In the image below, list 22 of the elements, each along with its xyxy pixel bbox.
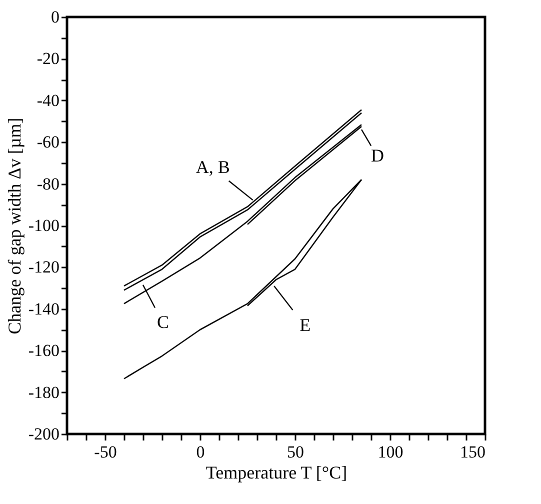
y-tick-label: -120	[28, 258, 60, 277]
y-tick-label: -200	[28, 424, 60, 444]
annotation: C	[156, 312, 170, 332]
y-tick-label: -20	[36, 49, 60, 68]
x-tick-label: 100	[378, 442, 404, 462]
x-tick-label: 150	[460, 442, 486, 462]
x-tick-label: 0	[196, 442, 205, 462]
y-tick-label: -160	[28, 341, 60, 360]
x-tick-label: -50	[94, 442, 117, 462]
annotation: E	[300, 314, 311, 335]
y-tick-label: -140	[28, 299, 60, 318]
annotation: D	[371, 146, 384, 166]
x-tick-label: 50	[287, 442, 304, 462]
annotation: A, B	[196, 157, 230, 178]
y-tick-label: -180	[28, 382, 60, 402]
x-axis-title: Temperature T [°C]	[206, 462, 348, 482]
y-tick-label: -80	[36, 174, 60, 194]
y-tick-label: -40	[36, 90, 60, 110]
y-tick-label: -100	[28, 216, 60, 235]
y-tick-label: 0	[51, 8, 60, 26]
y-tick-label: -60	[36, 132, 60, 152]
y-axis-title: Change of gap width Δv [µm]	[4, 118, 24, 334]
